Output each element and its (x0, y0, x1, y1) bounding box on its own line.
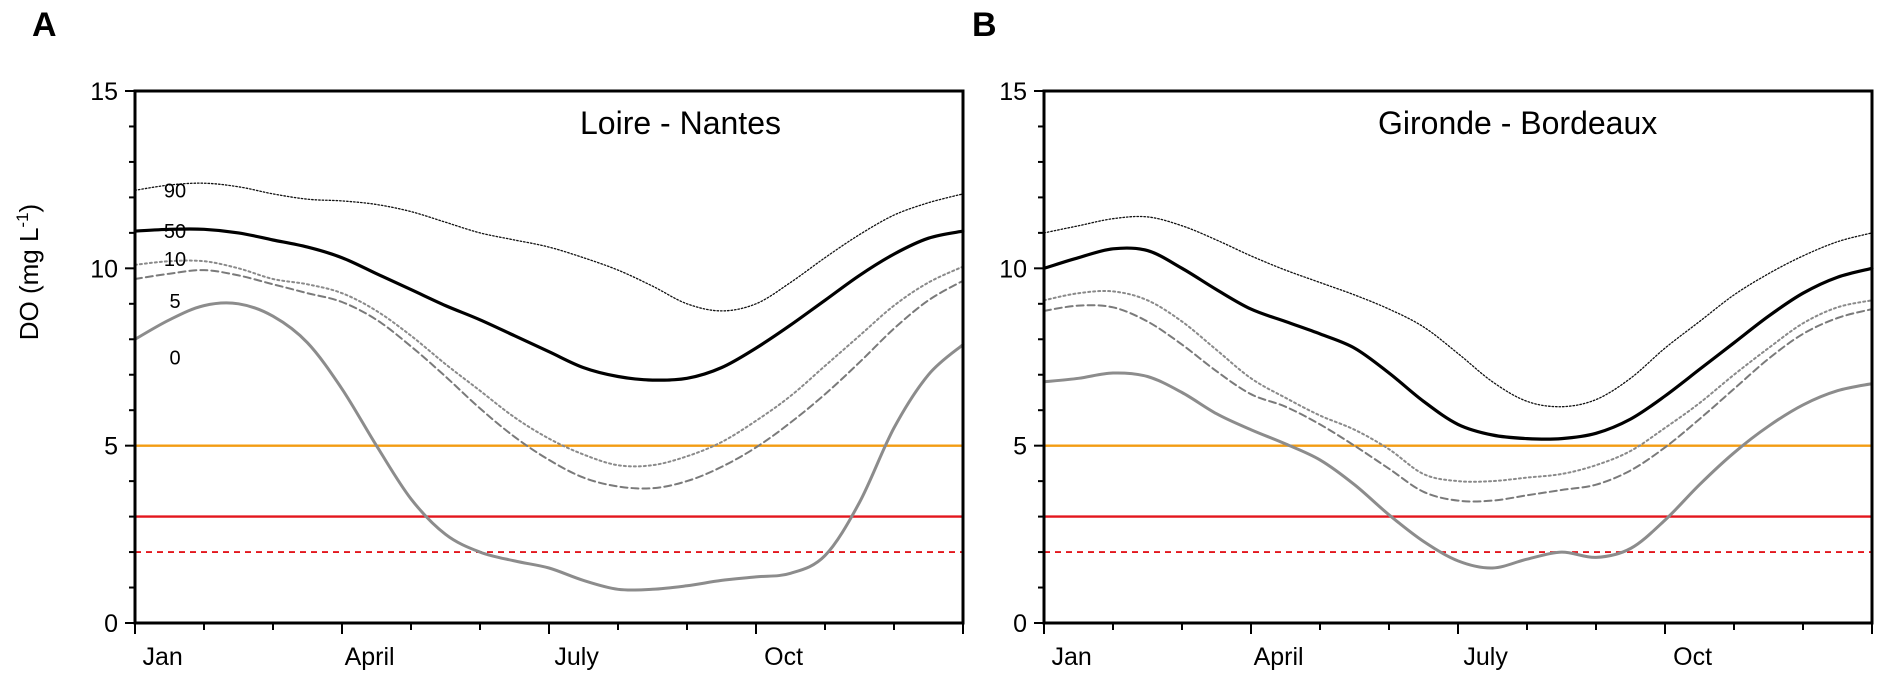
series-line-p0 (133, 301, 965, 592)
y-tick-label: 15 (90, 78, 118, 106)
panel-B: B 0 5 10 15 Jan April July Oct Gironde - Bordeaux (972, 6, 1874, 671)
y-axis-label: DO (mg L-1) (13, 204, 44, 340)
series-line-p50 (133, 227, 965, 382)
x-tick-label: July (1463, 643, 1508, 671)
series-line-p10 (1043, 289, 1873, 483)
series-line-p5 (1043, 304, 1873, 503)
x-tick-label: Jan (1051, 643, 1091, 671)
y-axis-label-close: ) (14, 204, 44, 213)
percentile-label-50: 50 (164, 221, 186, 243)
y-tick-label: 10 (90, 255, 118, 283)
panel-letter: A (32, 6, 57, 44)
chart-title: Gironde - Bordeaux (1378, 105, 1657, 141)
series-line-p5 (134, 269, 964, 490)
percentile-label-10: 10 (164, 249, 186, 271)
percentile-label-90: 90 (164, 180, 186, 202)
series-line-p10 (134, 259, 964, 468)
x-tick-label: April (345, 643, 395, 671)
y-axis-label-sup: -1 (13, 212, 32, 227)
x-tick-label: Oct (764, 643, 803, 671)
x-tick-label: April (1254, 643, 1304, 671)
y-axis-label-text: DO (mg L (14, 228, 44, 341)
y-tick-label: 5 (104, 433, 118, 461)
series-line-p0 (1042, 371, 1874, 570)
y-tick-label: 5 (1013, 433, 1027, 461)
series-line-p90 (1043, 215, 1873, 408)
chart-title: Loire - Nantes (580, 105, 781, 141)
series-line-p50 (1042, 246, 1874, 441)
x-tick-label: Jan (142, 643, 182, 671)
series-line-p90 (134, 182, 964, 312)
y-tick-label: 0 (104, 610, 118, 638)
x-tick-label: Oct (1673, 643, 1712, 671)
panel-letter: B (972, 6, 997, 44)
percentile-label-5: 5 (169, 291, 180, 313)
percentile-label-0: 0 (169, 347, 180, 369)
plot-frame (133, 89, 965, 625)
y-tick-label: 15 (999, 78, 1027, 106)
y-tick-label: 0 (1013, 610, 1027, 638)
plot-frame (1042, 89, 1874, 625)
y-tick-label: 10 (999, 255, 1027, 283)
x-tick-label: July (554, 643, 599, 671)
